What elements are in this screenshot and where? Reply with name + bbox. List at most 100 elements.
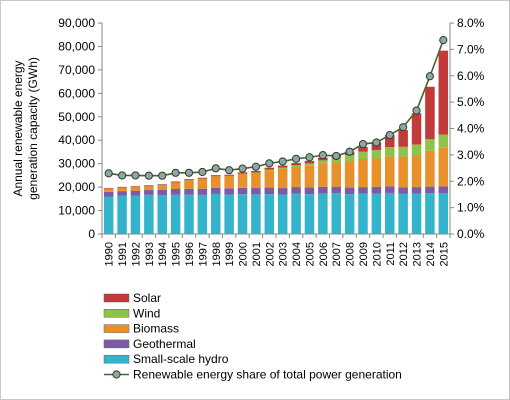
y-axis-title-line-1: Annual renewable energy bbox=[11, 60, 25, 196]
bar-small-scale-hydro-1997 bbox=[197, 194, 208, 234]
bar-biomass-1991 bbox=[117, 187, 127, 192]
bar-biomass-2002 bbox=[264, 170, 275, 188]
x-tick-label: 1990 bbox=[104, 242, 116, 266]
bar-small-scale-hydro-1995 bbox=[170, 194, 181, 234]
x-tick-label: 2003 bbox=[278, 242, 290, 266]
share-point-1991 bbox=[117, 171, 127, 180]
x-tick-label: 1999 bbox=[224, 242, 236, 266]
x-tick-label: 2010 bbox=[371, 242, 383, 266]
x-tick-label: 1997 bbox=[197, 242, 209, 266]
x-tick-label: 1991 bbox=[117, 242, 129, 266]
bar-wind-2002 bbox=[264, 169, 275, 171]
bar-small-scale-hydro-1992 bbox=[130, 195, 141, 234]
bar-geothermal-2015 bbox=[438, 186, 449, 193]
share-point-2009 bbox=[358, 139, 368, 149]
y-tick-label: 60,000 bbox=[58, 86, 95, 100]
bar-wind-2009 bbox=[358, 151, 368, 159]
bar-solar-2004 bbox=[291, 162, 301, 166]
bar-small-scale-hydro-2007 bbox=[331, 193, 341, 234]
bar-wind-2004 bbox=[291, 165, 301, 167]
bars-layer bbox=[103, 50, 449, 234]
bar-biomass-1994 bbox=[157, 185, 167, 190]
bar-small-scale-hydro-1990 bbox=[103, 196, 114, 234]
legend-swatch-share-marker bbox=[112, 370, 121, 379]
bar-wind-2011 bbox=[385, 147, 395, 157]
bar-small-scale-hydro-2003 bbox=[277, 194, 288, 234]
bar-solar-1999 bbox=[224, 174, 234, 176]
y-axis-title: Annual renewable energy generation capac… bbox=[11, 57, 40, 200]
bar-solar-1990 bbox=[103, 188, 114, 189]
y-tick-label: 10,000 bbox=[58, 204, 95, 218]
bar-biomass-1992 bbox=[130, 186, 141, 191]
share-point-2012 bbox=[399, 123, 408, 132]
bar-geothermal-2002 bbox=[264, 187, 275, 195]
share-point-1992 bbox=[131, 171, 140, 180]
bar-solar-2002 bbox=[264, 167, 275, 170]
legend-swatch-wind bbox=[103, 309, 130, 318]
legend-label-share-line: Renewable energy share of total power ge… bbox=[133, 368, 402, 382]
bar-biomass-2009 bbox=[358, 158, 368, 188]
bar-small-scale-hydro-2001 bbox=[251, 194, 261, 234]
bar-wind-2007 bbox=[331, 157, 341, 163]
share-point-2001 bbox=[251, 162, 261, 171]
bar-biomass-1993 bbox=[144, 185, 154, 190]
bar-small-scale-hydro-2011 bbox=[385, 192, 395, 234]
y-tick-label: 50,000 bbox=[58, 110, 95, 124]
share-point-2000 bbox=[238, 164, 247, 173]
x-tick-label: 2012 bbox=[398, 242, 410, 266]
bar-solar-2012 bbox=[398, 130, 408, 147]
x-tick-label: 2001 bbox=[251, 242, 263, 266]
bar-biomass-1996 bbox=[184, 180, 194, 189]
bar-wind-2010 bbox=[371, 150, 382, 159]
share-point-2013 bbox=[412, 106, 421, 115]
bar-biomass-2011 bbox=[385, 156, 395, 187]
bar-biomass-2012 bbox=[398, 156, 408, 188]
share-point-2011 bbox=[385, 130, 394, 140]
share-point-2004 bbox=[291, 154, 301, 163]
share-point-1999 bbox=[225, 166, 234, 175]
bar-small-scale-hydro-2000 bbox=[237, 194, 248, 234]
y-tick-label: 80,000 bbox=[58, 39, 95, 53]
bar-solar-1996 bbox=[184, 179, 194, 181]
x-tick-label: 2004 bbox=[291, 242, 303, 266]
bar-geothermal-1991 bbox=[117, 191, 127, 196]
bar-small-scale-hydro-2006 bbox=[318, 193, 328, 234]
legend-swatch-geothermal bbox=[103, 339, 130, 349]
bar-solar-2014 bbox=[425, 86, 435, 140]
bar-biomass-1997 bbox=[197, 178, 208, 189]
y2-tick-label: 5.0% bbox=[457, 95, 485, 109]
bar-small-scale-hydro-2008 bbox=[344, 194, 355, 234]
share-point-1995 bbox=[171, 168, 180, 177]
share-point-2010 bbox=[372, 138, 381, 147]
legend-label-small-scale-hydro: Small-scale hydro bbox=[133, 352, 229, 366]
bar-geothermal-2012 bbox=[398, 187, 408, 194]
share-point-2008 bbox=[345, 147, 354, 156]
bar-biomass-1998 bbox=[211, 176, 221, 188]
share-point-1990 bbox=[104, 169, 113, 178]
share-point-1993 bbox=[144, 171, 153, 180]
bar-solar-2015 bbox=[438, 50, 449, 135]
bar-geothermal-2011 bbox=[385, 186, 395, 193]
bar-small-scale-hydro-1999 bbox=[224, 194, 234, 234]
bar-small-scale-hydro-2002 bbox=[264, 194, 275, 234]
y2-tick-label: 7.0% bbox=[457, 42, 485, 56]
x-tick-label: 2006 bbox=[318, 242, 330, 266]
x-tick-label: 2013 bbox=[412, 242, 424, 266]
bar-geothermal-2010 bbox=[371, 186, 382, 194]
bar-geothermal-1999 bbox=[224, 188, 234, 195]
bar-wind-2012 bbox=[398, 146, 408, 157]
x-tick-label: 2015 bbox=[438, 242, 450, 266]
x-tick-label: 2008 bbox=[345, 242, 357, 266]
bar-wind-2015 bbox=[438, 134, 449, 148]
bar-geothermal-2006 bbox=[318, 186, 328, 194]
bar-geothermal-2000 bbox=[237, 187, 248, 195]
bar-geothermal-1992 bbox=[130, 190, 141, 196]
share-point-1997 bbox=[198, 167, 207, 177]
bar-geothermal-2004 bbox=[291, 187, 301, 194]
x-tick-label: 1996 bbox=[184, 242, 196, 266]
bar-geothermal-1990 bbox=[103, 191, 114, 197]
bar-wind-2013 bbox=[411, 144, 422, 155]
share-line-layer bbox=[104, 36, 448, 180]
bar-solar-1991 bbox=[117, 186, 127, 188]
y-tick-label: 40,000 bbox=[58, 133, 95, 147]
